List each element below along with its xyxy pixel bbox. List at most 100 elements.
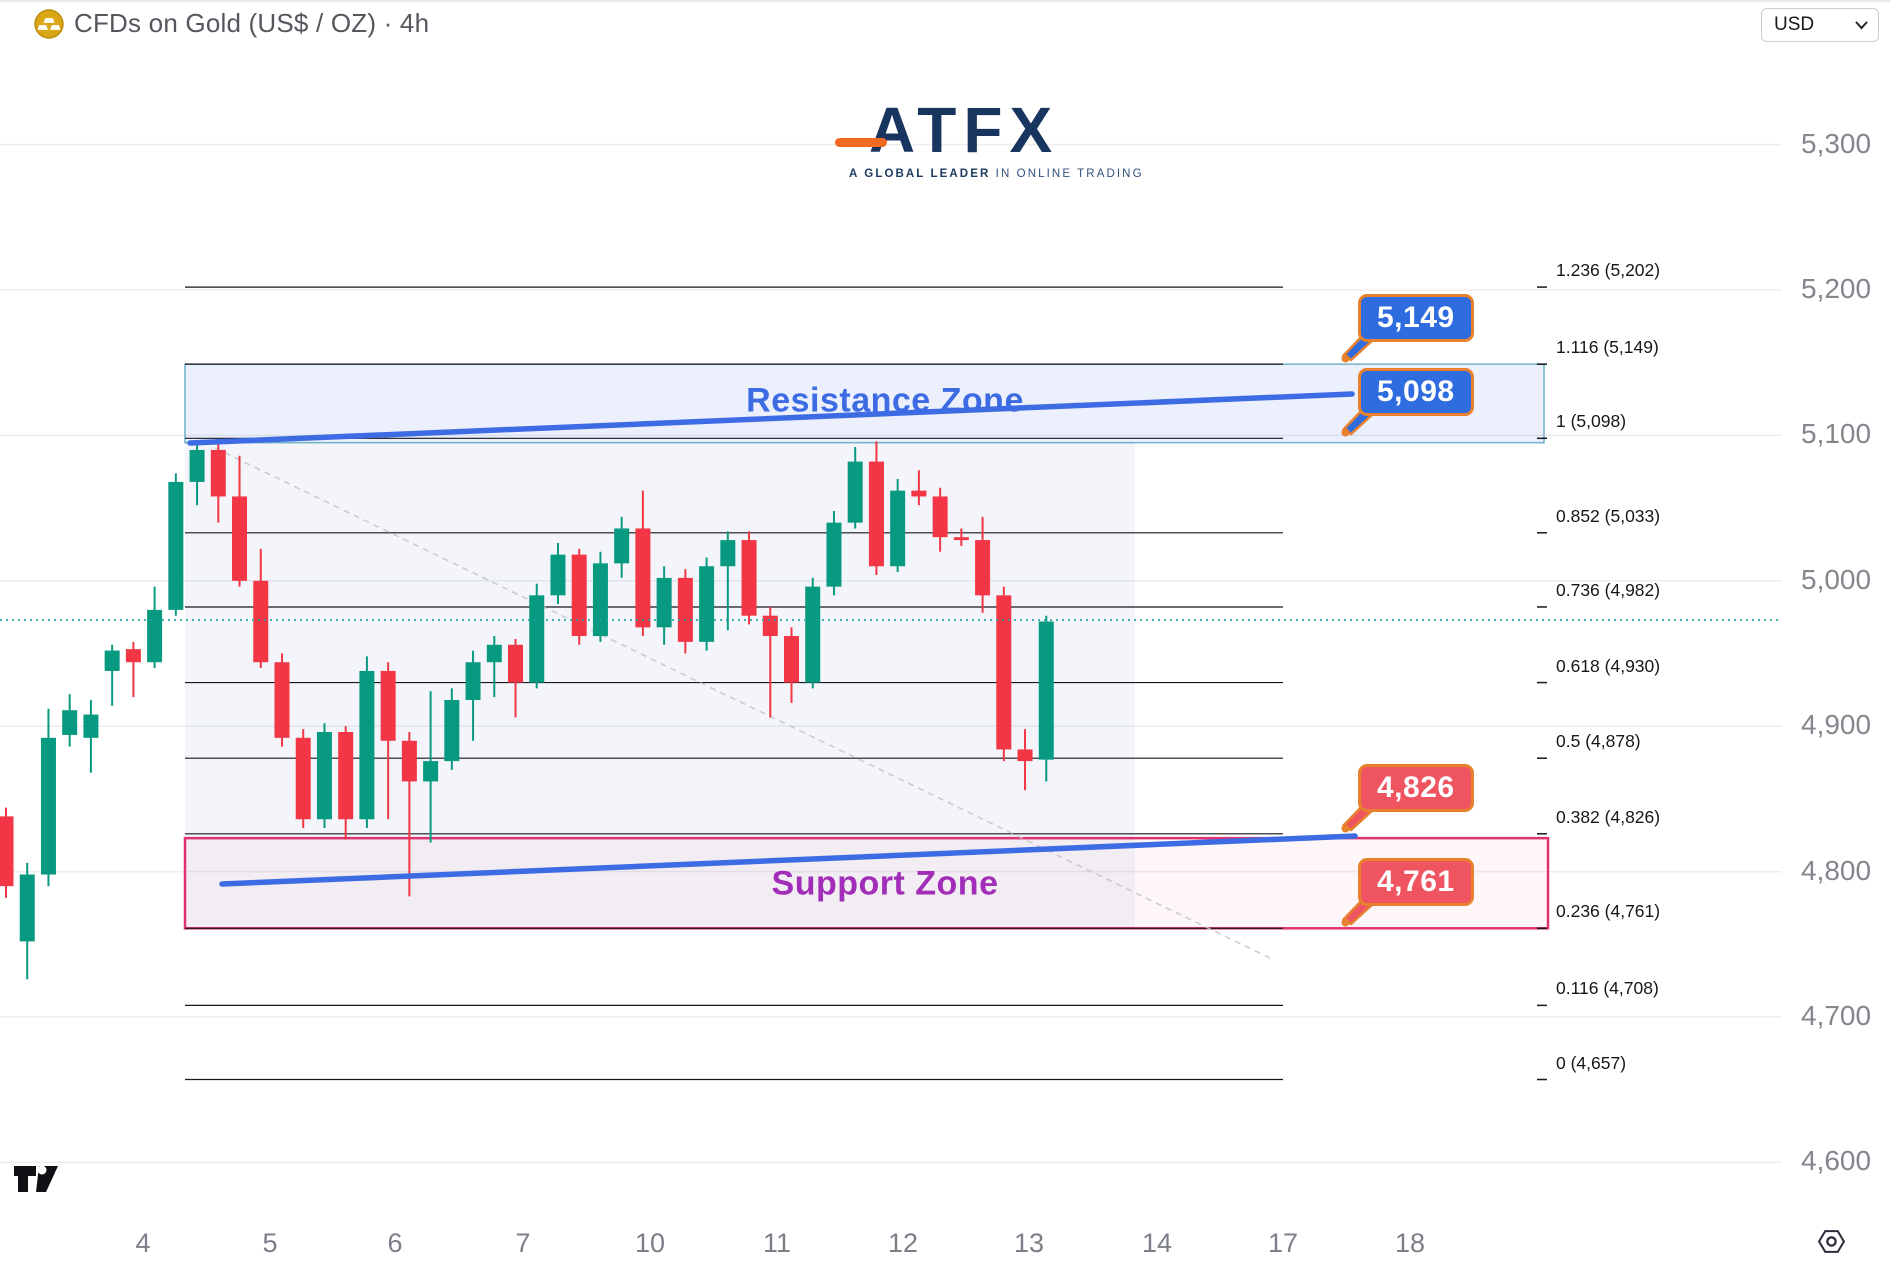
fib-level-label: 0.736 (4,982)	[1556, 579, 1661, 600]
fib-level-label: 0.236 (4,761)	[1556, 901, 1661, 922]
candle-body	[40, 737, 56, 875]
candle-body	[890, 490, 906, 567]
price-axis-label: 4,800	[1801, 854, 1872, 886]
dashed-trendline[interactable]	[214, 447, 1271, 959]
candle-body	[975, 540, 991, 596]
resistance-zone-label[interactable]: Resistance Zone	[746, 381, 1024, 420]
candle-body	[401, 740, 417, 782]
candle-body	[762, 615, 778, 637]
gear-icon[interactable]	[1818, 1228, 1845, 1255]
candle-body	[741, 540, 757, 616]
candle-body	[295, 737, 311, 820]
time-axis-label: 18	[1394, 1228, 1426, 1258]
candle-body	[508, 644, 524, 683]
time-axis-label: 12	[887, 1228, 919, 1258]
fib-level-label: 1.116 (5,149)	[1556, 337, 1659, 358]
fib-level-label: 1.236 (5,202)	[1556, 260, 1661, 281]
candle-body	[677, 577, 693, 642]
candle-body	[359, 670, 375, 820]
candle-body	[210, 449, 226, 497]
candle-body	[847, 461, 863, 523]
candle-body	[868, 461, 884, 567]
candle-body	[423, 761, 439, 782]
candle-body	[592, 563, 608, 637]
symbol-title: CFDs on Gold (US$ / OZ) · 4h	[34, 8, 429, 39]
header-bar: CFDs on Gold (US$ / OZ) · 4h USD	[0, 0, 1891, 52]
fib-level-label: 0.382 (4,826)	[1556, 806, 1661, 827]
chevron-down-icon	[1855, 21, 1868, 29]
time-axis-label: 17	[1267, 1228, 1299, 1258]
time-axis-label: 10	[634, 1228, 666, 1258]
candle-body	[62, 710, 78, 735]
candle-body	[635, 528, 651, 628]
symbol-title-text: CFDs on Gold (US$ / OZ) · 4h	[74, 8, 430, 38]
fib-level-label: 0.5 (4,878)	[1556, 731, 1641, 752]
fib-level-label: 0 (4,657)	[1556, 1052, 1627, 1073]
candle-body	[656, 577, 672, 628]
candle-body	[465, 662, 481, 701]
fib-level-label: 0.852 (5,033)	[1556, 505, 1661, 526]
fib-background	[185, 442, 1135, 929]
candle-body	[189, 449, 205, 482]
atfx-logo-orange-bar	[835, 138, 887, 147]
callout-value: 5,149	[1358, 294, 1474, 343]
time-axis-label: 6	[387, 1228, 403, 1258]
candle-body	[550, 554, 566, 596]
candle-body	[338, 732, 354, 820]
candle-body	[380, 670, 396, 741]
candle-body	[614, 528, 630, 564]
candle-body	[699, 566, 715, 642]
top-divider	[0, 0, 1891, 2]
candle-body	[253, 580, 269, 663]
candle-body	[953, 537, 969, 541]
candle-body	[83, 714, 99, 738]
candle-body	[996, 595, 1012, 750]
candle-body	[147, 609, 163, 663]
atfx-logo: ATFX A GLOBAL LEADER IN ONLINE TRADING	[835, 98, 1144, 180]
candle-body	[1017, 749, 1033, 762]
price-axis-label: 4,700	[1801, 1000, 1872, 1031]
candle-body	[805, 586, 821, 683]
price-callout-5098[interactable]: 5,098	[1341, 368, 1474, 437]
time-axis-label: 14	[1141, 1228, 1173, 1258]
time-axis-label: 4	[135, 1228, 151, 1258]
tradingview-logo[interactable]	[14, 1158, 62, 1198]
candle-body	[529, 595, 545, 683]
time-axis-label: 11	[762, 1228, 792, 1258]
candle-body	[125, 649, 141, 663]
resistance-zone-rect[interactable]	[184, 363, 1545, 444]
currency-selected-value: USD	[1774, 14, 1815, 35]
candle-body	[826, 522, 842, 587]
support-zone-label[interactable]: Support Zone	[771, 864, 999, 903]
price-axis-label: 5,300	[1801, 127, 1872, 159]
gold-coin-icon	[34, 8, 64, 39]
candle-body	[168, 481, 184, 610]
resistance-trendline[interactable]	[187, 391, 1355, 446]
candle-body	[932, 496, 948, 538]
time-axis-label: 5	[262, 1228, 278, 1258]
price-axis-label: 4,900	[1801, 709, 1872, 741]
price-axis-label: 5,100	[1801, 418, 1872, 450]
support-trendline[interactable]	[219, 833, 1358, 887]
time-axis-label: 7	[515, 1228, 531, 1258]
currency-selector[interactable]: USD	[1761, 8, 1879, 42]
candle-body	[232, 496, 248, 581]
candle-body	[19, 874, 35, 942]
fib-level-label: 0.618 (4,930)	[1556, 655, 1661, 676]
candle-body	[784, 636, 800, 683]
time-axis-label: 13	[1013, 1228, 1045, 1258]
candle-body	[720, 540, 736, 567]
price-callout-4826[interactable]: 4,826	[1341, 763, 1474, 833]
price-callout-4761[interactable]: 4,761	[1341, 858, 1474, 927]
atfx-logo-tagline: A GLOBAL LEADER IN ONLINE TRADING	[849, 168, 1144, 180]
atfx-logo-text: ATFX	[835, 98, 1079, 162]
candle-body	[571, 554, 587, 637]
fib-level-label: 0.116 (4,708)	[1556, 978, 1659, 999]
price-axis-label: 4,600	[1801, 1145, 1872, 1177]
price-callout-5149[interactable]: 5,149	[1341, 294, 1474, 363]
candle-body	[0, 816, 14, 887]
candle-body	[444, 700, 460, 762]
candle-body	[274, 662, 290, 738]
